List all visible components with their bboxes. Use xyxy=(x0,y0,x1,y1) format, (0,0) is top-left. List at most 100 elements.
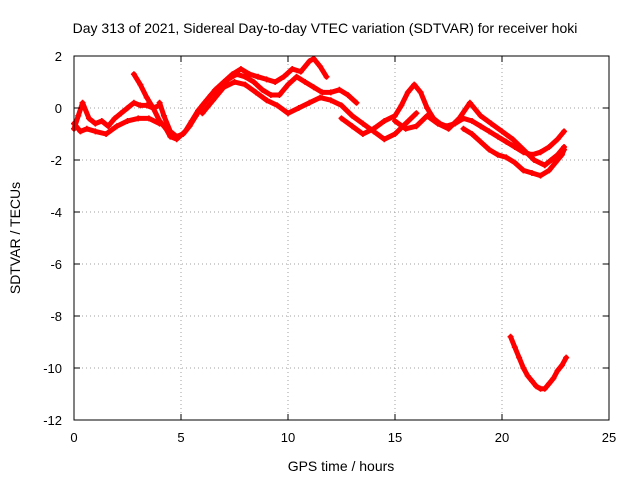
x-tick-label: 10 xyxy=(281,430,295,445)
data-point xyxy=(225,76,232,83)
y-tick-label: -2 xyxy=(50,153,62,168)
data-point xyxy=(516,354,523,361)
data-point xyxy=(460,125,467,132)
y-tick-label: -12 xyxy=(43,413,62,428)
data-point xyxy=(263,76,270,83)
data-point xyxy=(130,99,137,106)
data-point xyxy=(398,102,405,109)
data-point xyxy=(477,112,484,119)
y-axis-label: SDTVAR / TECUs xyxy=(7,182,23,294)
data-point xyxy=(541,162,548,169)
data-point xyxy=(511,159,518,166)
y-tick-label: 0 xyxy=(55,101,62,116)
data-point xyxy=(237,66,244,72)
data-point xyxy=(546,380,553,387)
data-point xyxy=(231,79,238,85)
data-point xyxy=(317,63,324,70)
data-point xyxy=(85,115,92,122)
data-point xyxy=(92,120,99,127)
data-point xyxy=(503,154,510,161)
data-point xyxy=(327,89,334,96)
data-point xyxy=(511,144,518,150)
data-point xyxy=(550,375,557,382)
data-point xyxy=(98,118,105,124)
data-point xyxy=(402,125,409,132)
data-point xyxy=(156,99,163,106)
data-point xyxy=(520,167,527,174)
data-point xyxy=(135,115,142,122)
data-point xyxy=(344,92,351,98)
series-track-i xyxy=(508,334,569,392)
data-point xyxy=(424,105,431,111)
data-point xyxy=(143,94,150,101)
data-point xyxy=(558,362,565,369)
data-point xyxy=(537,149,544,156)
data-point xyxy=(424,112,431,119)
data-point xyxy=(494,133,501,140)
data-point xyxy=(537,172,544,179)
data-point xyxy=(295,105,302,111)
plot-frame xyxy=(73,55,610,421)
data-point xyxy=(327,97,334,104)
data-point xyxy=(392,112,398,119)
data-point xyxy=(411,81,418,88)
data-point xyxy=(520,365,527,371)
data-point xyxy=(381,118,388,124)
data-point xyxy=(192,112,199,119)
x-tick-label: 5 xyxy=(177,430,184,445)
data-point xyxy=(255,73,262,80)
data-point xyxy=(456,115,463,122)
data-point xyxy=(180,131,187,137)
data-point xyxy=(137,102,144,109)
data-point xyxy=(267,92,274,98)
data-point xyxy=(486,146,493,153)
data-point xyxy=(79,99,86,106)
data-point xyxy=(503,138,510,145)
data-point xyxy=(554,136,561,143)
data-point xyxy=(469,118,476,124)
data-point xyxy=(302,79,309,85)
data-point xyxy=(338,115,345,122)
data-point xyxy=(75,112,82,119)
data-series xyxy=(71,55,570,392)
data-point xyxy=(531,157,538,163)
data-point xyxy=(511,344,518,351)
data-point xyxy=(507,333,514,340)
data-point xyxy=(336,86,343,93)
data-point xyxy=(130,71,137,78)
data-point xyxy=(434,120,441,127)
data-point xyxy=(210,97,217,104)
x-tick-label: 0 xyxy=(70,430,77,445)
data-point xyxy=(323,73,330,80)
data-point xyxy=(469,131,476,137)
data-point xyxy=(276,92,283,98)
data-point xyxy=(528,378,535,384)
data-point xyxy=(477,138,484,145)
data-point xyxy=(563,354,570,361)
data-point xyxy=(150,105,157,111)
y-tick-label: -6 xyxy=(50,257,62,272)
data-point xyxy=(285,110,291,117)
data-point xyxy=(186,123,193,130)
x-axis-label: GPS time / hours xyxy=(288,458,395,474)
series-track-c xyxy=(131,56,329,142)
series-track-f xyxy=(339,82,567,158)
y-tick-label: -4 xyxy=(50,205,62,220)
data-point xyxy=(105,123,112,130)
data-point xyxy=(541,385,548,392)
chart-title: Day 313 of 2021, Sidereal Day-to-day VTE… xyxy=(73,20,578,36)
data-point xyxy=(370,125,377,132)
data-point xyxy=(242,81,249,88)
data-point xyxy=(528,170,535,176)
data-point xyxy=(259,86,266,93)
y-tick-label: 2 xyxy=(55,49,62,64)
data-point xyxy=(359,120,366,127)
data-point xyxy=(289,66,296,72)
data-point xyxy=(499,128,505,135)
data-point xyxy=(103,131,110,137)
data-point xyxy=(83,125,90,132)
data-point xyxy=(118,110,125,117)
data-point xyxy=(137,81,144,88)
data-point xyxy=(310,84,317,91)
